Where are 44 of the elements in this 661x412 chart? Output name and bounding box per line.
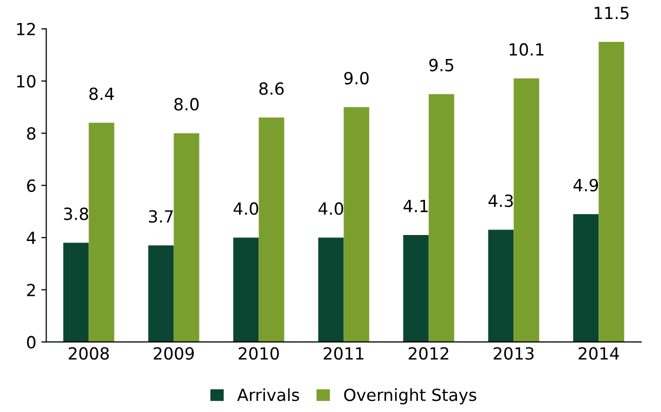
data-label: 8.6 [259, 82, 284, 95]
legend-label: Arrivals [237, 388, 300, 402]
y-tick-label: 2 [27, 284, 35, 296]
data-label: 4.9 [573, 178, 598, 192]
bar [318, 238, 344, 342]
x-tick-label: 2012 [408, 347, 448, 360]
data-label: 8.0 [174, 98, 199, 111]
y-tick-label: 10 [17, 74, 36, 88]
x-tick-label: 2013 [494, 347, 534, 360]
data-label: 10.1 [510, 43, 544, 56]
bar [258, 118, 284, 342]
legend-label: Overnight Stays [344, 388, 476, 404]
data-label: 3.8 [64, 208, 88, 220]
y-tick-label: 0 [27, 336, 36, 349]
bar [63, 242, 89, 342]
y-tick-label: 8 [27, 127, 36, 140]
bar [488, 230, 514, 342]
bar [233, 238, 259, 342]
bar [344, 107, 370, 342]
data-label: 4.0 [318, 202, 344, 215]
data-label: 11.5 [594, 6, 629, 20]
y-tick-label: 6 [27, 179, 36, 192]
bar [428, 94, 454, 342]
bar [514, 78, 540, 342]
data-label: 4.0 [234, 202, 258, 215]
y-tick-label: 4 [26, 232, 36, 244]
y-tick-label: 12 [17, 22, 35, 36]
data-label: 9.5 [429, 58, 454, 72]
x-tick-label: 2014 [578, 347, 619, 360]
x-tick-label: 2011 [324, 347, 364, 360]
bar [598, 42, 624, 342]
x-tick-label: 2010 [238, 347, 279, 360]
bar [174, 133, 200, 342]
data-label: 8.4 [89, 87, 114, 100]
bar [573, 214, 599, 342]
data-label: 4.1 [404, 200, 428, 212]
data-label: 3.7 [149, 210, 173, 223]
bar [403, 234, 429, 342]
x-tick-label: 2009 [154, 347, 194, 360]
bar [88, 122, 114, 342]
bar [148, 245, 174, 342]
x-tick-label: 2008 [68, 347, 109, 360]
data-label: 9.0 [344, 72, 369, 84]
data-label: 4.3 [488, 194, 513, 208]
